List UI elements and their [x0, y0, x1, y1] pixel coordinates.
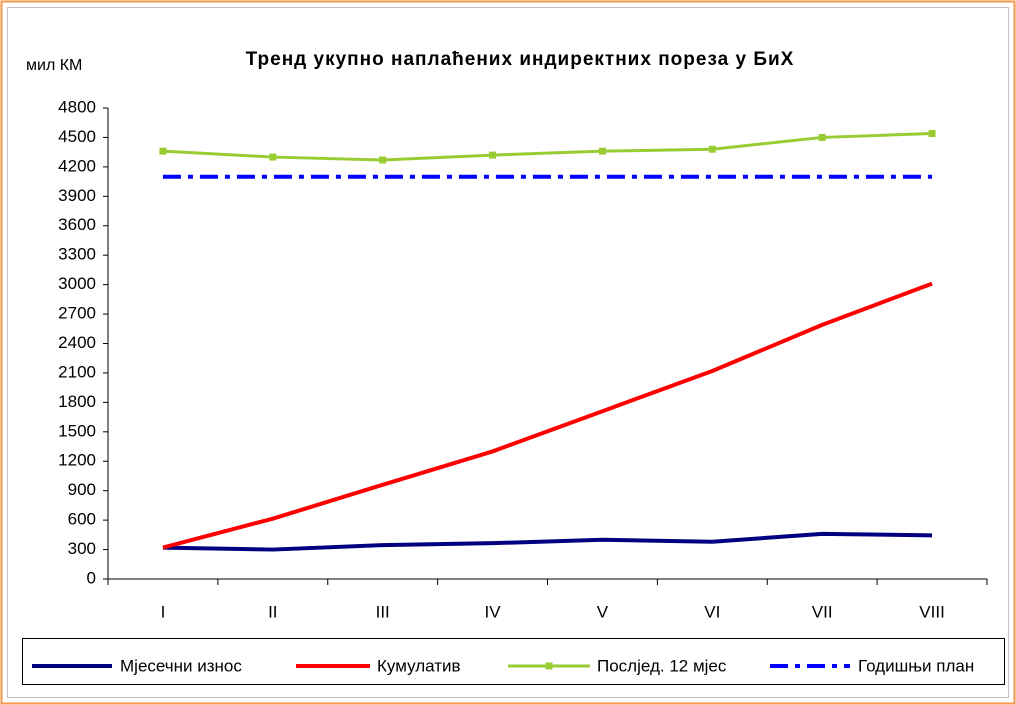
- legend-label: Годишњи план: [858, 656, 974, 675]
- y-tick-label: 4500: [58, 127, 96, 146]
- marker: [598, 147, 606, 155]
- x-tick-label: IV: [485, 602, 502, 621]
- y-tick-label: 1200: [58, 451, 96, 470]
- x-tick-label: V: [597, 602, 609, 621]
- y-axis-label: мил КМ: [26, 57, 82, 74]
- x-tick-label: I: [161, 602, 166, 621]
- legend-marker: [545, 662, 553, 670]
- y-tick-label: 1500: [58, 421, 96, 440]
- y-tick-label: 4800: [58, 97, 96, 116]
- y-tick-label: 3600: [58, 215, 96, 234]
- chart-title: Тренд укупно наплаћених индиректних поре…: [246, 49, 795, 70]
- series-line: [162, 531, 933, 552]
- x-tick-label: VII: [812, 602, 833, 621]
- marker: [928, 130, 936, 138]
- chart-border: [7, 7, 1009, 698]
- x-tick-label: II: [268, 602, 277, 621]
- y-tick-label: 300: [68, 539, 96, 558]
- marker: [489, 151, 497, 159]
- y-tick-label: 2100: [58, 362, 96, 381]
- marker: [379, 156, 387, 164]
- y-tick-label: 0: [87, 568, 96, 587]
- marker: [818, 133, 826, 141]
- legend: [22, 638, 1005, 685]
- y-tick-label: 1800: [58, 392, 96, 411]
- x-tick-label: VIII: [919, 602, 945, 621]
- y-tick-label: 3300: [58, 245, 96, 264]
- y-tick-label: 2700: [58, 304, 96, 323]
- x-tick-label: III: [376, 602, 390, 621]
- legend-label: Кумулатив: [377, 656, 461, 675]
- marker: [269, 153, 277, 161]
- legend-label: Послјед. 12 мјес: [597, 656, 727, 675]
- y-tick-label: 4200: [58, 156, 96, 175]
- y-tick-label: 600: [68, 510, 96, 529]
- series-line: [162, 281, 933, 550]
- y-tick-label: 900: [68, 480, 96, 499]
- y-tick-label: 3900: [58, 186, 96, 205]
- marker: [708, 145, 716, 153]
- series-line: [162, 132, 933, 162]
- y-tick-label: 2400: [58, 333, 96, 352]
- x-tick-label: VI: [704, 602, 720, 621]
- y-tick-label: 3000: [58, 274, 96, 293]
- legend-label: Мјесечни износ: [120, 656, 242, 675]
- marker: [159, 147, 167, 155]
